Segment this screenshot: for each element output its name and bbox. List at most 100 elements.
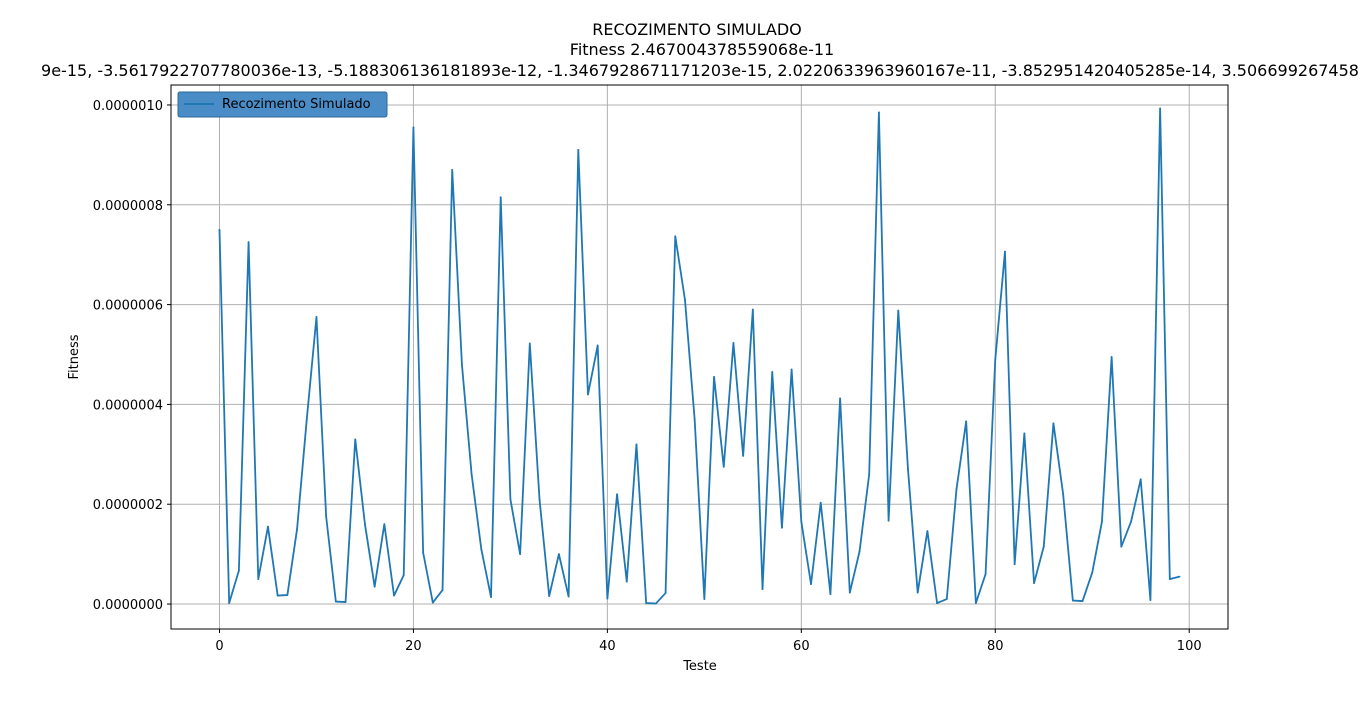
data-point — [237, 569, 240, 572]
data-point — [761, 588, 764, 590]
data-point — [819, 501, 822, 504]
data-point — [267, 525, 269, 528]
chart-subtitle-params: 9e-15, -3.5617922707780036e-13, -5.18830… — [41, 61, 1359, 80]
y-tick-label: 0.0000002 — [93, 498, 163, 513]
data-point — [228, 602, 231, 604]
data-point — [1004, 250, 1006, 253]
data-point — [858, 550, 861, 553]
data-point — [800, 520, 803, 523]
series-layer — [218, 107, 1181, 605]
data-point — [955, 488, 958, 491]
x-tick-label: 60 — [793, 639, 810, 654]
data-point — [441, 589, 444, 591]
x-tick-label: 20 — [405, 639, 422, 654]
data-point — [480, 548, 483, 551]
data-point — [1023, 432, 1026, 435]
data-point — [907, 468, 909, 471]
x-tick-label: 80 — [987, 639, 1004, 654]
data-point — [519, 553, 522, 556]
series-line-0 — [218, 107, 1180, 605]
y-tick-label: 0.0000008 — [93, 199, 163, 214]
data-point — [373, 585, 376, 588]
data-point — [1130, 520, 1132, 523]
data-point — [364, 523, 366, 526]
data-point — [810, 583, 812, 585]
data-point — [557, 553, 560, 556]
data-point — [528, 342, 531, 345]
legend-label: Recozimento Simulado — [222, 97, 371, 112]
x-tick-label: 0 — [215, 639, 223, 654]
data-point — [771, 371, 774, 373]
data-point — [461, 363, 463, 366]
data-point — [218, 228, 221, 231]
data-point — [315, 316, 318, 318]
data-point — [790, 368, 793, 371]
data-point — [247, 241, 250, 244]
data-point — [887, 519, 890, 522]
data-point — [781, 526, 783, 529]
data-point — [703, 598, 706, 600]
data-point — [945, 598, 948, 600]
tick-layer: 0 20 40 60 80 100 0.0000000 0.0000002 0.0000004 0… — [93, 99, 1202, 654]
data-point — [596, 344, 599, 347]
data-point — [354, 438, 357, 441]
data-point — [490, 596, 492, 598]
chart-subtitle: Fitness 2.467004378559068e-11 — [570, 40, 834, 59]
y-axis-label: Fitness — [67, 334, 82, 379]
data-point — [305, 418, 308, 421]
legend: Recozimento Simulado — [177, 91, 388, 118]
data-point — [897, 309, 900, 312]
data-point — [587, 393, 589, 396]
data-point — [877, 111, 880, 114]
data-point — [567, 595, 570, 598]
data-point — [751, 308, 754, 311]
chart-title: RECOZIMENTO SIMULADO — [592, 20, 802, 39]
data-point — [451, 168, 454, 171]
data-point — [1178, 575, 1181, 578]
data-point — [402, 574, 405, 576]
data-point — [926, 530, 929, 533]
data-point — [1071, 599, 1074, 602]
data-point — [1168, 578, 1171, 580]
data-point — [684, 298, 686, 301]
data-point — [839, 397, 842, 400]
y-tick-label: 0.0000000 — [93, 598, 163, 613]
data-point — [1042, 545, 1045, 548]
data-point — [1081, 600, 1084, 602]
data-point — [994, 358, 997, 361]
data-point — [664, 592, 667, 594]
data-point — [257, 578, 260, 580]
data-point — [936, 602, 938, 604]
data-point — [625, 580, 628, 583]
x-axis-label: Teste — [682, 659, 717, 674]
data-point — [509, 498, 512, 501]
data-point — [296, 528, 298, 531]
x-tick-label: 100 — [1177, 639, 1202, 654]
data-point — [276, 594, 279, 597]
data-point — [1101, 520, 1103, 523]
data-point — [654, 602, 657, 605]
data-point — [829, 593, 832, 595]
data-point — [848, 591, 851, 594]
data-point — [1110, 356, 1113, 358]
plot-frame — [170, 84, 1229, 630]
legend-box — [177, 91, 388, 118]
data-point — [412, 126, 415, 129]
data-point — [635, 443, 638, 446]
data-point — [1091, 571, 1094, 574]
data-point — [645, 602, 648, 604]
data-point — [1120, 545, 1123, 548]
y-tick-label: 0.0000004 — [93, 398, 163, 413]
data-point — [1033, 582, 1035, 584]
data-point — [674, 235, 677, 238]
data-point — [722, 465, 725, 468]
data-point — [713, 376, 715, 378]
y-tick-label: 0.0000006 — [93, 299, 163, 314]
data-point — [693, 418, 696, 421]
data-point — [499, 196, 502, 199]
data-point — [616, 493, 618, 496]
data-point — [334, 600, 337, 603]
